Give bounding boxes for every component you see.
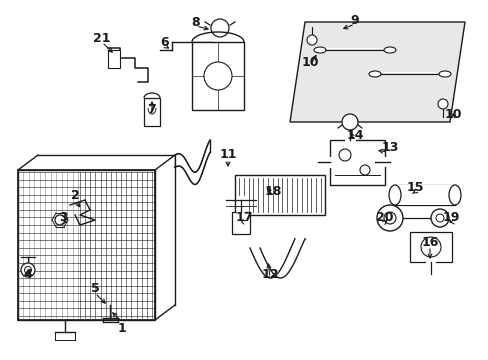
Text: 10: 10 [301,55,318,68]
Circle shape [338,149,350,161]
Text: 15: 15 [406,181,423,194]
Text: 11: 11 [219,148,236,162]
Circle shape [437,99,447,109]
Text: 7: 7 [147,104,156,117]
Text: 21: 21 [93,31,110,45]
Text: 1: 1 [118,321,126,334]
Polygon shape [289,22,464,122]
Text: 18: 18 [264,185,281,198]
Circle shape [430,209,448,227]
Bar [192,42,244,110]
Ellipse shape [313,47,325,53]
Circle shape [210,19,228,37]
Circle shape [341,114,357,130]
Bar [108,50,120,68]
Ellipse shape [448,185,460,205]
Bar [231,212,249,234]
Text: 6: 6 [161,36,169,49]
Text: 3: 3 [59,211,67,225]
Text: 19: 19 [442,211,459,225]
Polygon shape [175,140,209,184]
Ellipse shape [383,47,395,53]
Text: 10: 10 [443,108,461,121]
Circle shape [359,165,369,175]
Bar [235,175,325,215]
Bar [409,232,451,262]
Text: 4: 4 [23,269,32,282]
Ellipse shape [438,71,450,77]
Text: 5: 5 [90,283,99,296]
Polygon shape [394,185,454,205]
Polygon shape [18,170,155,320]
Circle shape [306,35,316,45]
Ellipse shape [368,71,380,77]
Circle shape [376,205,402,231]
Ellipse shape [388,185,400,205]
Text: 17: 17 [235,211,252,225]
Bar [329,140,384,185]
Circle shape [21,263,35,277]
Circle shape [435,214,443,222]
Text: 12: 12 [261,267,278,280]
Circle shape [203,62,231,90]
Text: 9: 9 [350,13,359,27]
Text: 2: 2 [70,189,79,202]
Circle shape [24,266,31,274]
Text: 16: 16 [421,235,438,248]
Text: 20: 20 [375,211,393,225]
Circle shape [420,237,440,257]
Text: 14: 14 [346,130,363,143]
Text: 13: 13 [381,141,398,154]
Text: 8: 8 [191,15,200,28]
Circle shape [55,215,65,225]
Bar [143,98,160,126]
Circle shape [383,212,395,224]
